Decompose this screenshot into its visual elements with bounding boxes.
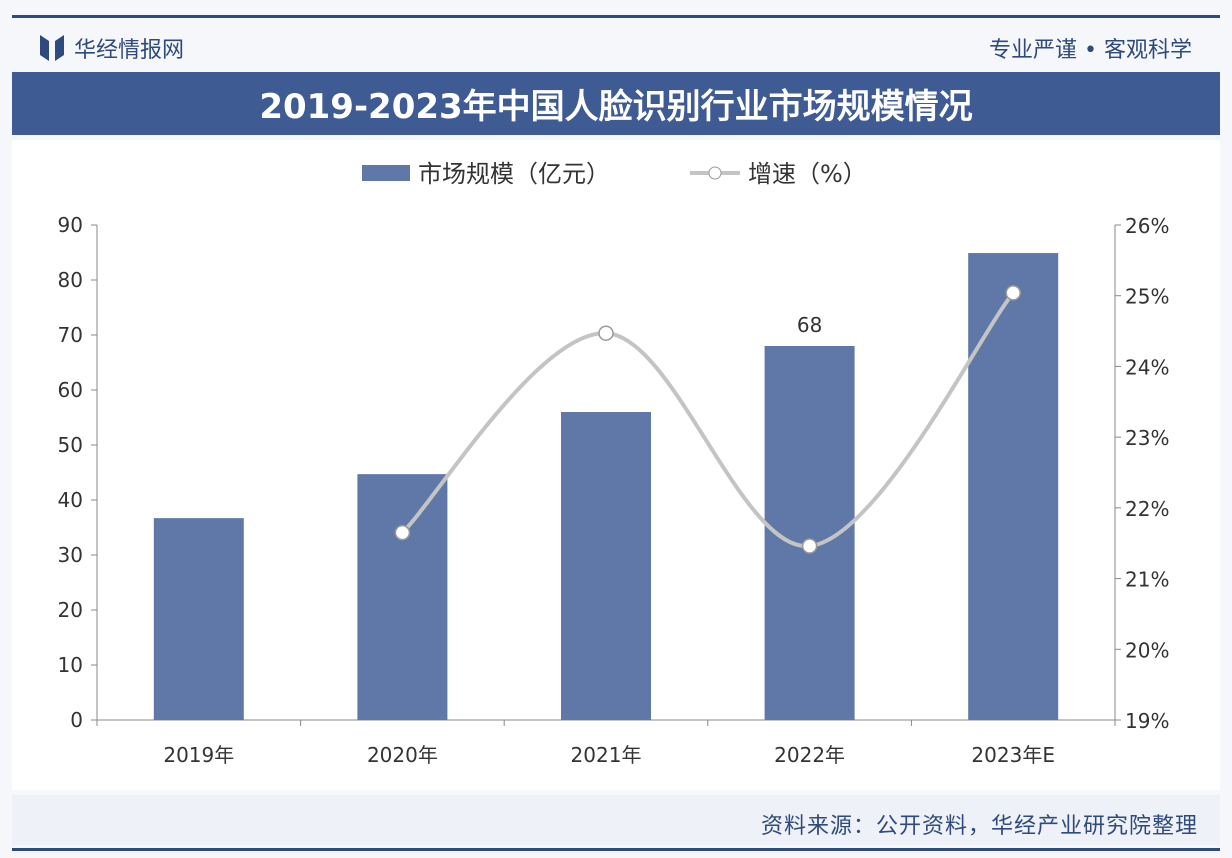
left-tick-label: 40 xyxy=(58,488,83,512)
growth-point xyxy=(801,538,818,554)
right-tick-label: 26% xyxy=(1125,214,1169,238)
source-note: 资料来源：公开资料，华经产业研究院整理 xyxy=(760,814,1198,839)
left-tick-label: 90 xyxy=(58,213,83,237)
x-tick-label: 2021年 xyxy=(571,743,642,767)
left-tick-label: 60 xyxy=(58,378,83,402)
bottom-divider xyxy=(12,848,1220,851)
top-divider xyxy=(12,15,1220,18)
right-tick-label: 24% xyxy=(1125,355,1169,379)
right-tick-label: 23% xyxy=(1125,426,1169,450)
footer-band xyxy=(12,795,1220,845)
left-tick-label: 30 xyxy=(58,543,83,567)
left-tick-label: 70 xyxy=(58,323,83,347)
growth-point xyxy=(1005,285,1021,301)
x-tick-label: 2020年 xyxy=(367,743,438,767)
brand-name: 华经情报网 xyxy=(74,38,185,63)
right-tick-label: 21% xyxy=(1125,568,1169,592)
x-tick-label: 2022年 xyxy=(774,743,845,767)
right-tick-label: 22% xyxy=(1125,497,1169,521)
left-tick-label: 50 xyxy=(58,433,83,457)
bar xyxy=(357,474,448,720)
right-tick-label: 25% xyxy=(1125,285,1169,309)
bar xyxy=(153,518,244,720)
left-tick-label: 20 xyxy=(58,598,83,622)
right-tick-label: 19% xyxy=(1125,709,1169,733)
bar xyxy=(968,253,1059,721)
left-tick-label: 10 xyxy=(58,653,83,677)
legend-bar-swatch xyxy=(362,165,410,181)
left-tick-label: 80 xyxy=(58,268,83,292)
chart-title: 2019-2023年中国人脸识别行业市场规模情况 xyxy=(12,72,1220,135)
data-label: 68 xyxy=(797,313,822,337)
x-tick-label: 2019年 xyxy=(163,743,234,767)
left-tick-label: 0 xyxy=(70,708,83,732)
growth-point xyxy=(394,524,411,541)
x-tick-label: 2023年E xyxy=(971,743,1055,767)
legend-bar-label: 市场规模（亿元） xyxy=(418,160,610,188)
slogan: 专业严谨 • 客观科学 xyxy=(989,38,1192,63)
legend-line-marker xyxy=(708,166,722,180)
brand-logo-icon xyxy=(40,35,64,61)
growth-line xyxy=(400,291,1015,549)
brand: 华经情报网 xyxy=(40,32,184,64)
legend-line-label: 增速（%） xyxy=(748,160,867,188)
growth-point xyxy=(598,325,614,341)
right-tick-label: 20% xyxy=(1125,638,1169,662)
bar xyxy=(561,412,651,720)
